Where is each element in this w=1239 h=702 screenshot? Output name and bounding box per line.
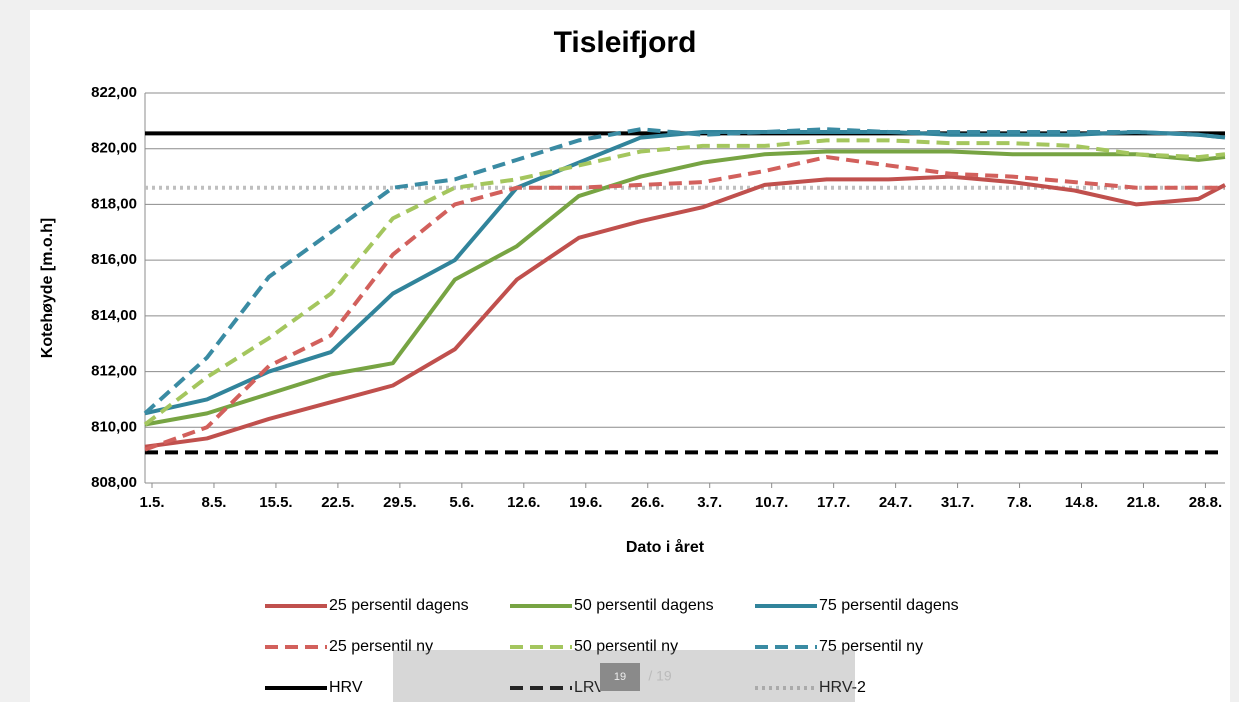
y-tick-label: 810,00 — [91, 418, 137, 435]
series-line — [144, 155, 1225, 452]
series-line — [143, 127, 1226, 415]
series-line — [143, 138, 1226, 427]
legend-label: 75 persentil ny — [819, 638, 923, 655]
x-tick-label: 3.7. — [697, 494, 722, 511]
legend: 25 persentil dagens 50 persentil dagens 75… — [265, 597, 959, 696]
x-tick-label: 31.7. — [941, 494, 974, 511]
page-total: / 19 — [648, 668, 672, 684]
x-tick-label: 29.5. — [383, 494, 416, 511]
x-tick-label: 15.5. — [259, 494, 292, 511]
y-axis-label: Kotehøyde [m.o.h] — [39, 218, 56, 358]
y-tick-label: 812,00 — [91, 363, 137, 380]
legend-label: LRV — [574, 679, 605, 696]
x-tick-label: 26.6. — [631, 494, 664, 511]
y-tick-label: 814,00 — [91, 307, 137, 324]
x-tick-label: 24.7. — [879, 494, 912, 511]
x-tick-label: 19.6. — [569, 494, 602, 511]
page-number: 19 — [614, 671, 626, 683]
x-tick-label: 5.6. — [449, 494, 474, 511]
x-tick-label: 10.7. — [755, 494, 788, 511]
x-tick-label: 28.8. — [1189, 494, 1222, 511]
y-tick-label: 808,00 — [91, 474, 137, 491]
legend-label: 50 persentil dagens — [574, 597, 714, 614]
x-tick-label: 7.8. — [1007, 494, 1032, 511]
x-tick-label: 21.8. — [1127, 494, 1160, 511]
page-box[interactable] — [600, 663, 640, 691]
legend-label: 75 persentil dagens — [819, 597, 959, 614]
legend-label: HRV-2 — [819, 679, 866, 696]
series-line — [144, 130, 1226, 416]
x-tick-label: 1.5. — [139, 494, 164, 511]
x-tick-label: 8.5. — [201, 494, 226, 511]
chart-title: Tisleifjord — [554, 26, 697, 59]
chart-background — [30, 10, 1230, 702]
x-tick-label: 12.6. — [507, 494, 540, 511]
pdf-toolbar: 19 / 19 — [393, 650, 855, 702]
x-axis-label: Dato i året — [626, 538, 705, 556]
x-tick-label: 22.5. — [321, 494, 354, 511]
plot-area: 808,00 810,00 812,00 814,00 816,00 818,00 820,… — [91, 84, 1226, 511]
legend-label: 25 persentil ny — [329, 638, 433, 655]
y-tick-label: 820,00 — [91, 140, 137, 157]
y-tick-label: 818,00 — [91, 195, 137, 212]
series-line — [144, 174, 1226, 449]
y-tick-label: 816,00 — [91, 251, 137, 268]
legend-label: 50 persentil ny — [574, 638, 678, 655]
legend-label: 25 persentil dagens — [329, 597, 469, 614]
x-tick-label: 17.7. — [817, 494, 850, 511]
x-tick-label: 14.8. — [1065, 494, 1098, 511]
legend-label: HRV — [329, 679, 363, 696]
y-tick-label: 822,00 — [91, 84, 137, 101]
series-line — [144, 149, 1226, 427]
